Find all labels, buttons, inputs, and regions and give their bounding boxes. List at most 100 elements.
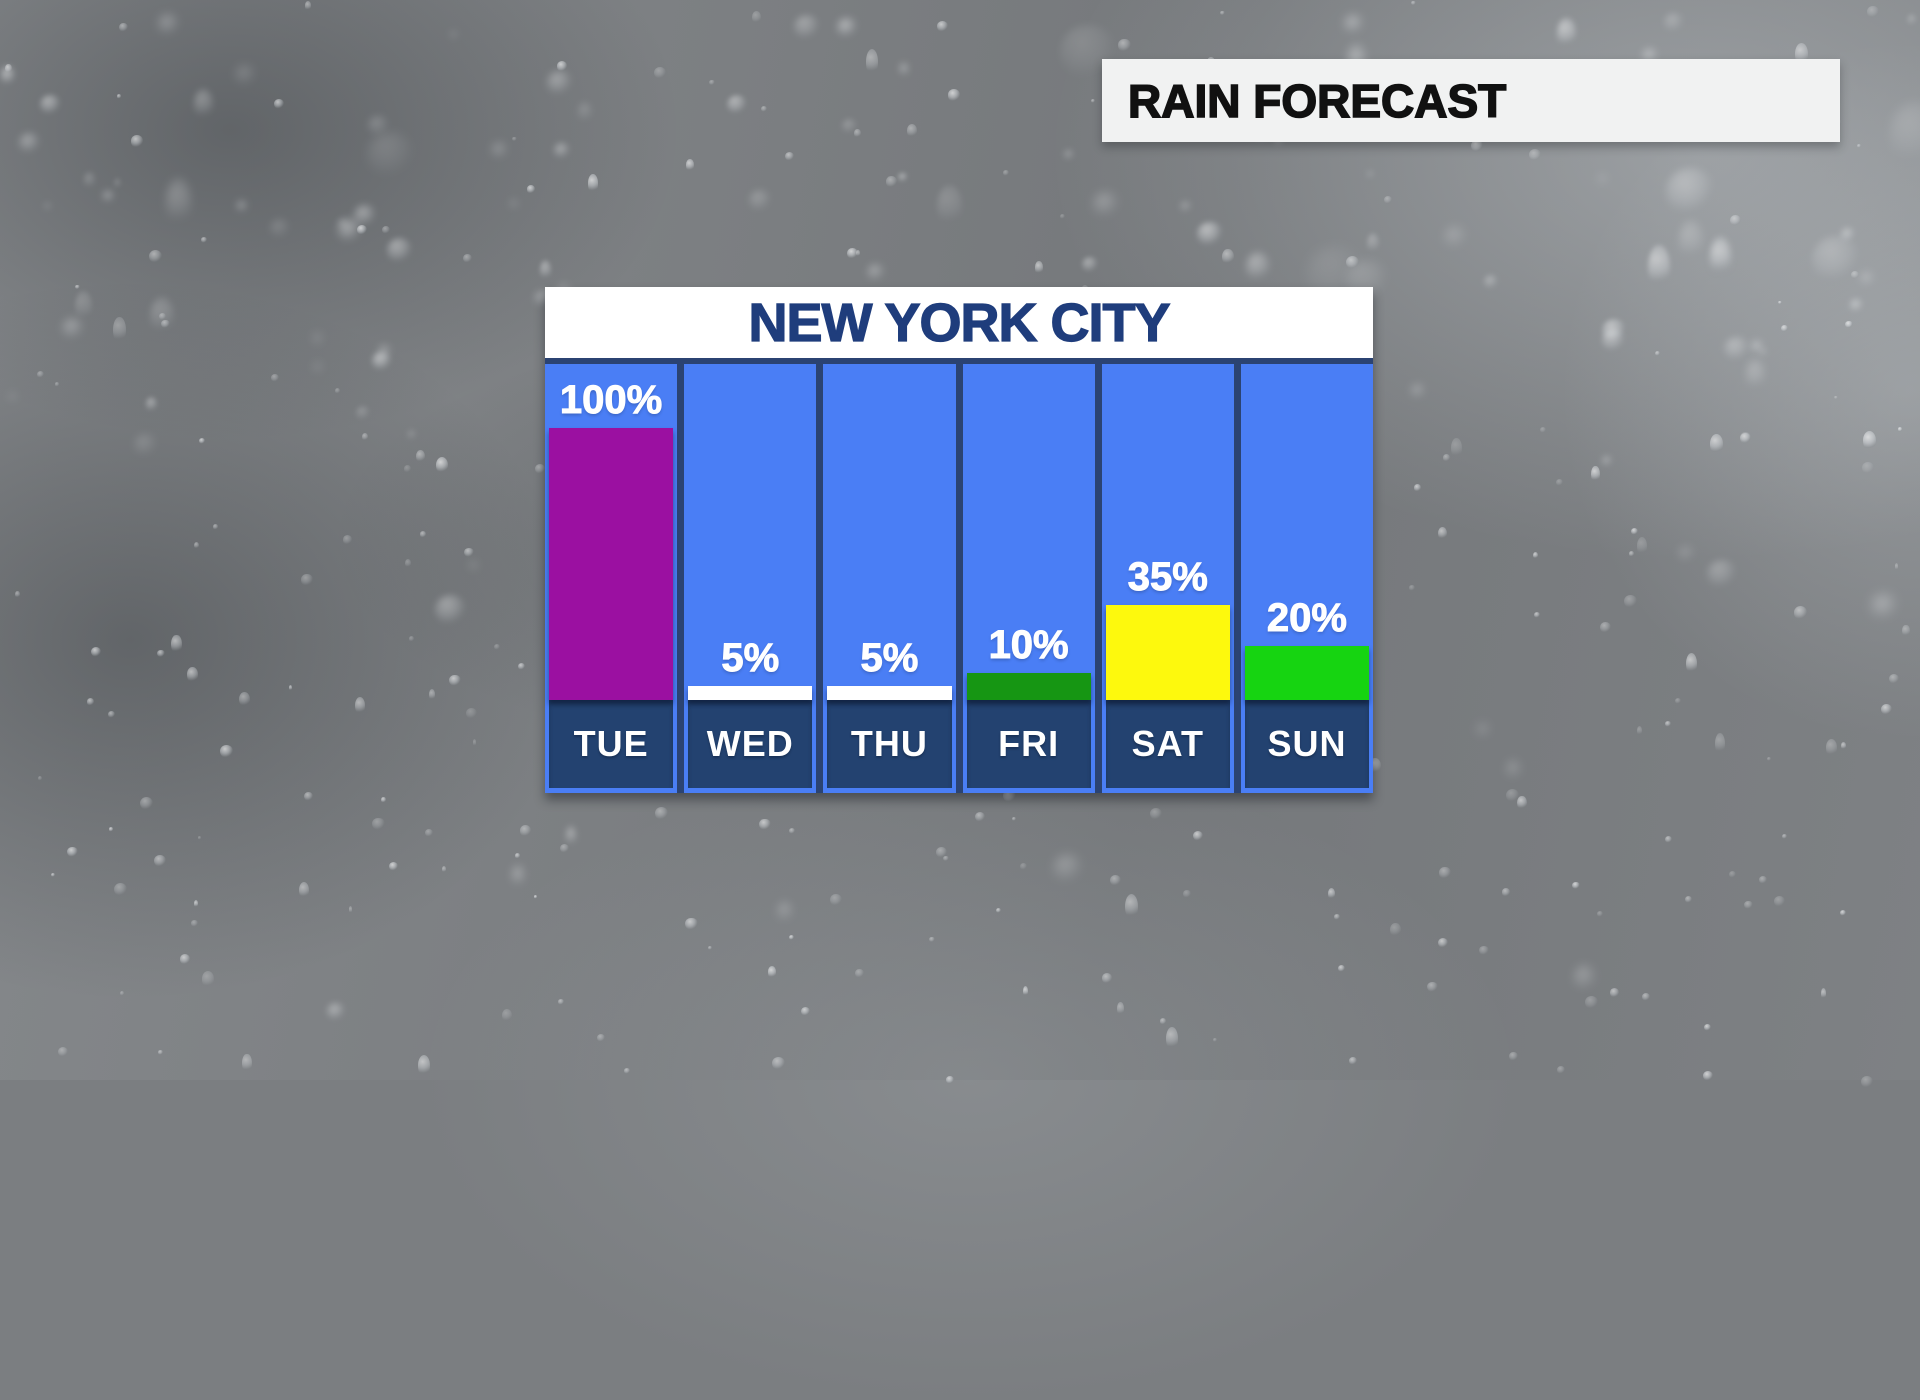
droplet xyxy=(1591,466,1600,484)
plot-area-fri: 10% xyxy=(966,364,1091,700)
droplet xyxy=(405,559,412,569)
droplet xyxy=(1110,874,1122,886)
droplet xyxy=(492,143,507,159)
plot-area-thu: 5% xyxy=(827,364,952,700)
droplet xyxy=(145,397,158,414)
droplet xyxy=(1367,232,1380,256)
percent-label-sun: 20% xyxy=(1266,596,1347,640)
droplet xyxy=(270,373,279,382)
rain-bar-fri xyxy=(966,673,1091,700)
chart-title: NEW YORK CITY xyxy=(545,287,1373,358)
droplet xyxy=(587,174,599,195)
droplet xyxy=(1509,1052,1518,1061)
droplet xyxy=(67,846,78,858)
droplet xyxy=(885,176,897,188)
droplet xyxy=(1630,528,1638,536)
droplet xyxy=(1003,169,1009,176)
droplet xyxy=(464,547,475,558)
droplet xyxy=(1410,384,1426,399)
droplet xyxy=(707,945,713,950)
droplet xyxy=(726,94,747,116)
droplet xyxy=(1624,595,1637,608)
droplet xyxy=(559,843,569,853)
droplet xyxy=(801,1006,811,1016)
droplet xyxy=(361,432,368,442)
droplet xyxy=(534,464,545,475)
droplet xyxy=(943,855,949,862)
droplet xyxy=(1118,39,1131,52)
droplet xyxy=(61,317,84,340)
droplet xyxy=(357,224,368,235)
droplet xyxy=(1439,867,1451,879)
droplet xyxy=(866,48,879,76)
droplet xyxy=(140,796,154,810)
droplet xyxy=(653,67,667,80)
day-label-sun: SUN xyxy=(1244,700,1370,788)
droplet xyxy=(1572,881,1580,889)
droplet xyxy=(1860,271,1875,287)
droplet xyxy=(15,591,20,599)
droplet xyxy=(55,382,60,387)
droplet xyxy=(201,971,214,988)
plot-area-tue: 100% xyxy=(549,364,674,700)
droplet xyxy=(1729,215,1741,226)
droplet xyxy=(416,449,426,464)
droplet xyxy=(1601,456,1612,467)
day-label-thu: THU xyxy=(827,700,952,788)
droplet xyxy=(424,829,433,838)
droplet xyxy=(777,900,793,926)
droplet xyxy=(157,13,180,36)
droplet xyxy=(1637,726,1642,736)
droplet xyxy=(378,345,392,359)
droplet xyxy=(655,806,668,820)
droplet xyxy=(1685,652,1697,676)
day-label-wed: WED xyxy=(688,700,813,788)
droplet xyxy=(907,124,918,139)
droplet xyxy=(1165,1026,1178,1052)
droplet xyxy=(1064,150,1074,160)
droplet xyxy=(1793,606,1808,620)
droplet xyxy=(1334,914,1340,920)
droplet xyxy=(1678,545,1695,563)
droplet xyxy=(1739,432,1751,444)
droplet xyxy=(1781,833,1787,839)
rain-bar-sun xyxy=(1244,646,1370,700)
dark-cloud-blob xyxy=(0,280,580,1000)
droplet xyxy=(1778,300,1782,305)
droplet xyxy=(1600,622,1611,633)
droplet xyxy=(1557,1066,1566,1075)
droplet xyxy=(935,846,948,859)
droplet xyxy=(1665,720,1672,727)
droplet xyxy=(767,966,777,979)
droplet xyxy=(119,23,129,33)
droplet xyxy=(130,135,144,148)
droplet xyxy=(1845,321,1853,329)
plot-area-sat: 35% xyxy=(1105,364,1230,700)
droplet xyxy=(546,70,572,96)
droplet xyxy=(1383,195,1392,204)
percent-label-thu: 5% xyxy=(860,636,919,680)
droplet xyxy=(212,523,219,530)
droplet xyxy=(303,792,313,802)
droplet xyxy=(314,332,322,346)
droplet xyxy=(36,370,45,379)
droplet xyxy=(91,647,102,658)
droplet xyxy=(1533,551,1539,559)
droplet xyxy=(1528,148,1541,161)
droplet xyxy=(772,1057,786,1071)
droplet xyxy=(1744,900,1754,910)
droplet xyxy=(578,102,592,125)
droplet xyxy=(760,106,767,113)
droplet xyxy=(40,94,61,115)
droplet xyxy=(1759,349,1767,357)
droplet xyxy=(236,201,248,212)
rain-bar-thu xyxy=(827,686,952,700)
droplet xyxy=(1437,526,1447,540)
percent-label-fri: 10% xyxy=(988,623,1069,667)
droplet xyxy=(1889,102,1920,169)
droplet xyxy=(1101,973,1113,984)
droplet xyxy=(1834,395,1838,400)
droplet xyxy=(193,900,198,909)
droplet xyxy=(368,115,389,137)
droplet xyxy=(355,406,370,421)
